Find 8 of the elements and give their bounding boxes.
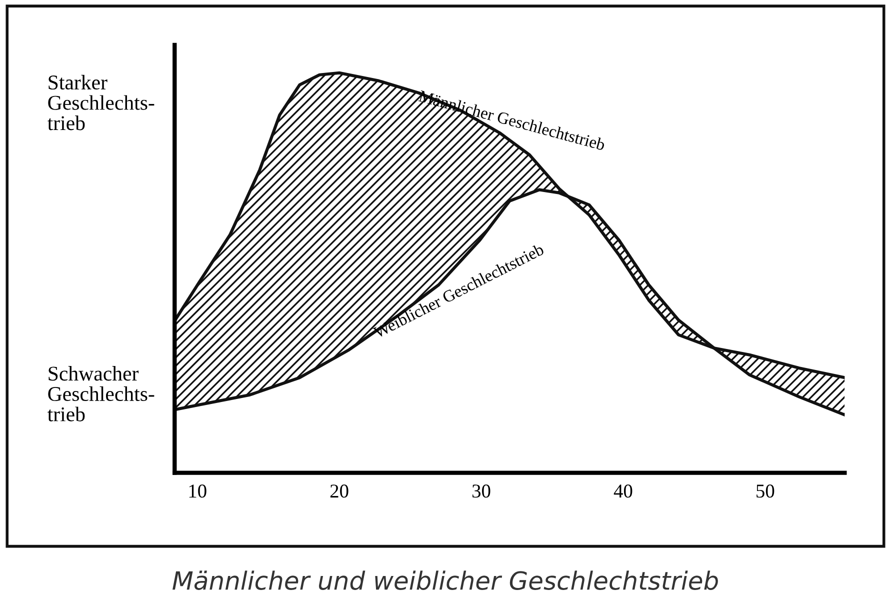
x-tick-label: 10 [189, 484, 206, 498]
text: Starker Geschlechts- trieb [48, 74, 154, 130]
x-tick-label: 30 [472, 484, 490, 498]
x-tick-label: 40 [614, 484, 632, 498]
x-tick-label: 50 [756, 484, 774, 498]
text: Männlicher und weiblicher Geschlechtstrieb [172, 570, 718, 590]
text: Schwacher Geschlechts- trieb [48, 366, 154, 422]
x-tick-label: 20 [330, 484, 348, 498]
